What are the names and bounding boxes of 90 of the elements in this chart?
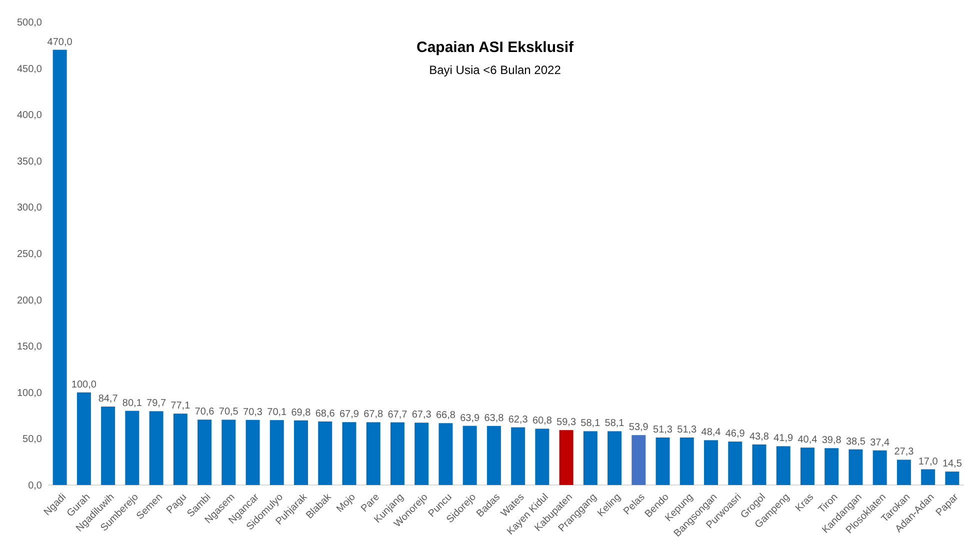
data-label: 60,8 xyxy=(532,416,552,427)
data-label: 27,3 xyxy=(894,446,914,458)
bar xyxy=(728,442,742,485)
bar xyxy=(535,428,550,485)
bar xyxy=(800,448,814,485)
data-label: 58,1 xyxy=(604,418,625,430)
bar xyxy=(583,431,598,485)
data-label: 53,9 xyxy=(628,422,649,434)
bar xyxy=(294,420,308,485)
data-label: 84,7 xyxy=(98,394,118,405)
text: Bayi Usia <6 Bulan 2022 xyxy=(429,63,562,77)
data-label: 40,4 xyxy=(798,434,818,446)
y-tick-label: 200,0 xyxy=(16,295,42,306)
bar xyxy=(486,426,501,485)
data-label: 63,9 xyxy=(460,412,480,424)
bar xyxy=(390,422,404,485)
bar xyxy=(704,440,718,485)
bar xyxy=(824,448,839,485)
bar xyxy=(656,437,670,485)
data-label: 68,6 xyxy=(315,408,336,420)
y-tick-label: 0,0 xyxy=(28,480,42,492)
data-label: 17,0 xyxy=(918,456,938,468)
x-tick-label: Kras xyxy=(794,492,816,514)
data-label: 70,5 xyxy=(218,406,239,418)
data-label: 67,3 xyxy=(412,410,432,421)
text: Capaian ASI Eksklusif xyxy=(416,39,574,56)
data-label: 80,1 xyxy=(122,398,142,409)
y-tick-label: 250,0 xyxy=(16,249,42,260)
y-tick-label: 450,0 xyxy=(16,64,42,75)
data-label: 69,8 xyxy=(291,407,312,418)
bar xyxy=(270,420,284,485)
y-tick-label: 500,0 xyxy=(16,18,42,28)
data-label: 77,1 xyxy=(170,400,191,412)
data-label: 67,8 xyxy=(364,409,384,420)
bar xyxy=(173,414,188,485)
data-label: 70,1 xyxy=(267,407,288,418)
y-tick-label: 50,0 xyxy=(22,434,42,446)
data-label: 39,8 xyxy=(822,435,842,446)
data-label: 67,9 xyxy=(340,409,360,420)
bar xyxy=(872,450,887,485)
bar xyxy=(752,444,766,485)
data-label: 37,4 xyxy=(870,437,890,448)
data-label: 58,1 xyxy=(580,418,601,430)
data-label: 62,3 xyxy=(508,414,528,426)
bar xyxy=(776,446,790,485)
bar xyxy=(246,420,260,485)
bar xyxy=(559,430,574,485)
bar xyxy=(318,421,332,485)
data-label: 43,8 xyxy=(750,431,770,442)
bar xyxy=(366,422,380,485)
bar xyxy=(52,50,67,485)
y-tick-label: 400,0 xyxy=(16,110,42,122)
data-label: 63,8 xyxy=(484,412,504,424)
bar xyxy=(76,392,91,485)
bar xyxy=(896,460,911,485)
bar xyxy=(462,426,477,485)
bar xyxy=(414,422,429,485)
bar xyxy=(149,411,164,485)
y-tick-label: 350,0 xyxy=(16,156,42,168)
bar xyxy=(511,427,526,485)
data-label: 51,3 xyxy=(653,424,673,436)
data-label: 46,9 xyxy=(725,428,746,440)
data-label: 51,3 xyxy=(677,424,698,436)
y-tick-label: 150,0 xyxy=(16,342,42,353)
bar xyxy=(848,449,863,485)
bar xyxy=(342,422,356,485)
bar xyxy=(921,469,936,485)
data-label: 41,9 xyxy=(774,433,794,444)
bar xyxy=(198,420,212,485)
data-label: 70,6 xyxy=(194,406,215,418)
data-label: 14,5 xyxy=(942,458,962,470)
data-label: 66,8 xyxy=(436,410,456,422)
bar xyxy=(608,431,622,485)
y-tick-label: 300,0 xyxy=(16,202,42,214)
data-label: 38,5 xyxy=(846,436,866,448)
data-label: 470,0 xyxy=(47,36,73,48)
bar xyxy=(680,437,694,485)
bar xyxy=(222,420,236,485)
bar xyxy=(101,406,116,485)
data-label: 59,3 xyxy=(556,417,576,428)
bar xyxy=(438,423,453,485)
bar xyxy=(632,435,646,485)
bar xyxy=(125,410,140,485)
y-tick-label: 100,0 xyxy=(16,388,42,399)
data-label: 67,7 xyxy=(388,409,408,420)
bar xyxy=(945,472,960,485)
data-label: 48,4 xyxy=(701,427,722,438)
data-label: 100,0 xyxy=(71,379,97,390)
data-label: 70,3 xyxy=(243,406,263,418)
data-label: 79,7 xyxy=(146,398,166,410)
